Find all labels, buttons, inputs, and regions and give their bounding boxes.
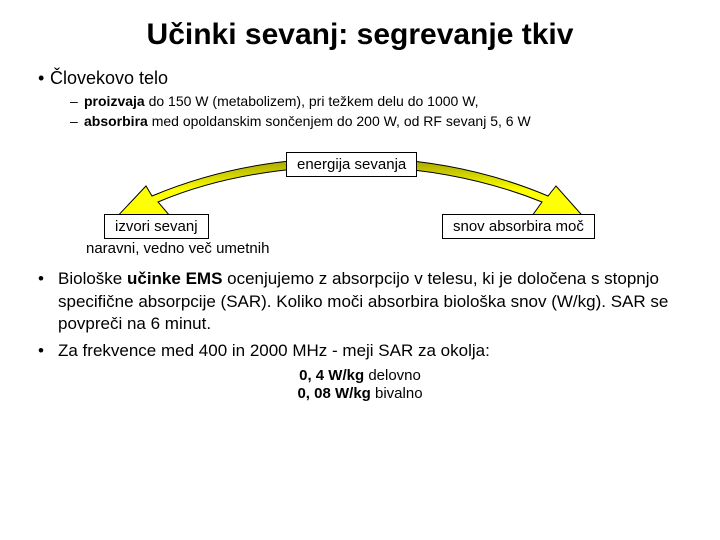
paragraph-text: Biološke učinke EMS ocenjujemo z absorpc… xyxy=(58,268,692,337)
sar-label: delovno xyxy=(364,367,421,384)
bullet-dot-icon: • xyxy=(38,340,58,363)
sar-label: bivalno xyxy=(371,385,423,402)
rest-text: do 150 W (metabolizem), pri težkem delu … xyxy=(145,93,479,109)
box-energy: energija sevanja xyxy=(286,152,417,177)
subbullet-text: absorbira med opoldanskim sončenjem do 2… xyxy=(84,111,531,131)
bullet-text: Človekovo telo xyxy=(50,68,168,89)
energy-diagram: energija sevanja izvori sevanj naravni, … xyxy=(28,138,692,268)
subbullet-produces: – proizvaja do 150 W (metabolizem), pri … xyxy=(70,91,692,111)
p1-bold: učinke EMS xyxy=(127,269,222,288)
slide: Učinki sevanj: segrevanje tkiv • Človeko… xyxy=(0,0,720,540)
rest-text: med opoldanskim sončenjem do 200 W, od R… xyxy=(148,113,531,129)
box-absorb: snov absorbira moč xyxy=(442,214,595,239)
box-sources: izvori sevanj xyxy=(104,214,209,239)
sar-line-work: 0, 4 W/kg delovno xyxy=(28,367,692,384)
bullet-human-body: • Človekovo telo xyxy=(38,68,692,89)
lead-word: absorbira xyxy=(84,113,148,129)
paragraph-sar: • Biološke učinke EMS ocenjujemo z absor… xyxy=(38,268,692,337)
sar-line-residential: 0, 08 W/kg bivalno xyxy=(28,385,692,402)
caption-sources-sub: naravni, vedno več umetnih xyxy=(86,240,269,257)
dash-icon: – xyxy=(70,111,84,131)
bullet-dot-icon: • xyxy=(38,268,58,337)
sar-value: 0, 4 W/kg xyxy=(299,367,364,384)
bullet-dot-icon: • xyxy=(38,68,50,89)
slide-title: Učinki sevanj: segrevanje tkiv xyxy=(28,18,692,52)
subbullet-absorbs: – absorbira med opoldanskim sončenjem do… xyxy=(70,111,692,131)
lead-word: proizvaja xyxy=(84,93,145,109)
paragraph-text: Za frekvence med 400 in 2000 MHz - meji … xyxy=(58,340,490,363)
paragraph-freq: • Za frekvence med 400 in 2000 MHz - mej… xyxy=(38,340,692,363)
sar-value: 0, 08 W/kg xyxy=(297,385,370,402)
dash-icon: – xyxy=(70,91,84,111)
p1-pre: Biološke xyxy=(58,269,127,288)
subbullet-text: proizvaja do 150 W (metabolizem), pri te… xyxy=(84,91,479,111)
